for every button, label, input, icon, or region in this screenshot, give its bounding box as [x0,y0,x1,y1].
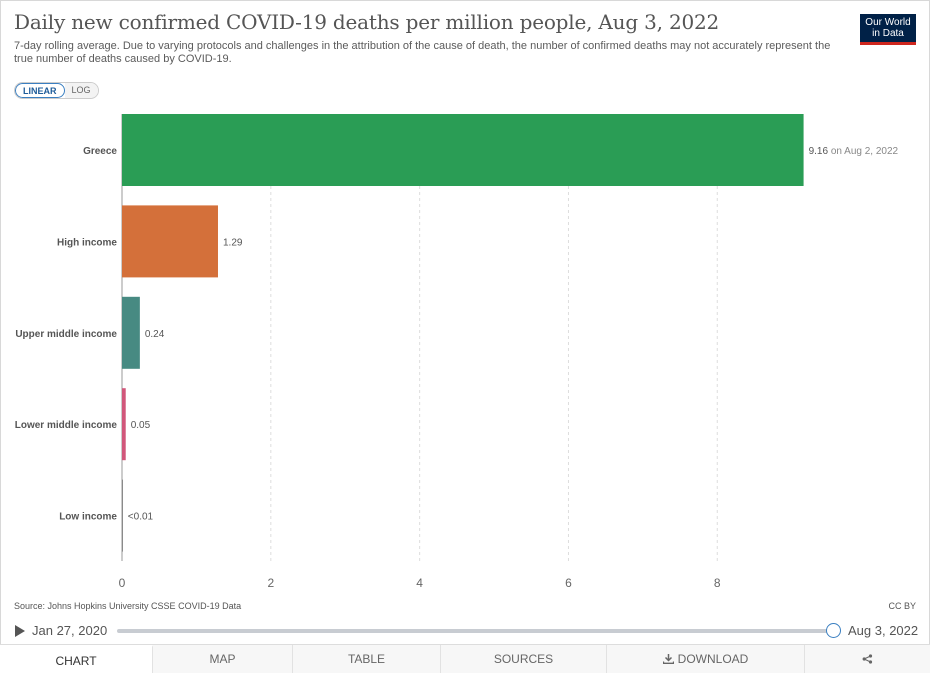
x-tick-label: 2 [267,576,274,590]
category-label: Greece [83,146,117,157]
bar[interactable] [122,479,123,552]
license-link[interactable]: CC BY [888,601,916,611]
bar[interactable] [122,205,218,278]
value-label: 0.05 [131,420,151,431]
x-tick-label: 6 [565,576,572,590]
tab-download[interactable]: DOWNLOAD [607,645,805,673]
value-label: 1.29 [223,237,243,248]
tab-chart[interactable]: CHART [0,645,153,673]
tab-bar: CHART MAP TABLE SOURCES DOWNLOAD [0,644,930,673]
linear-scale-button[interactable]: LINEAR [15,83,65,98]
category-label: Lower middle income [15,420,118,431]
tab-map[interactable]: MAP [153,645,293,673]
source-note[interactable]: Source: Johns Hopkins University CSSE CO… [14,601,242,611]
timeline-track[interactable] [117,629,833,633]
tab-table[interactable]: TABLE [293,645,441,673]
logo-line-1: Our World [865,17,911,28]
tab-sources[interactable]: SOURCES [441,645,607,673]
play-icon[interactable] [15,625,25,637]
timeline: Jan 27, 2020 Aug 3, 2022 [0,620,930,642]
download-icon [662,654,674,664]
tab-map-label: MAP [209,652,236,666]
value-label: 9.16 on Aug 2, 2022 [809,146,899,157]
logo-line-2: in Data [872,28,904,39]
category-label: Upper middle income [15,329,117,340]
bar[interactable] [122,388,126,461]
bar-chart: 0 2 4 6 8 Greece 9.16 on Aug 2, 2022 High incom… [15,114,899,590]
owid-logo[interactable]: Our World in Data [860,14,916,45]
tab-chart-label: CHART [55,654,97,668]
x-tick-label: 8 [714,576,721,590]
timeline-end-label: Aug 3, 2022 [848,623,919,638]
tab-download-label: DOWNLOAD [677,652,749,666]
tab-sources-label: SOURCES [493,652,554,666]
x-tick-label: 0 [119,576,126,590]
timeline-handle[interactable] [826,623,841,638]
chart-title: Daily new confirmed COVID-19 deaths per … [14,10,720,34]
bar[interactable] [122,114,804,186]
x-tick-label: 4 [416,576,423,590]
value-label: 0.24 [145,329,165,340]
share-icon [862,654,873,664]
category-label: Low income [59,512,117,523]
bar[interactable] [122,296,140,369]
scale-toggle: LINEAR LOG [14,82,99,99]
tab-share[interactable] [805,645,930,673]
value-label: <0.01 [128,512,154,523]
timeline-start-label: Jan 27, 2020 [32,623,108,638]
category-label: High income [57,237,117,248]
log-scale-button[interactable]: LOG [64,83,98,98]
chart-subtitle: 7-day rolling average. Due to varying pr… [14,40,831,65]
tab-table-label: TABLE [347,652,386,666]
